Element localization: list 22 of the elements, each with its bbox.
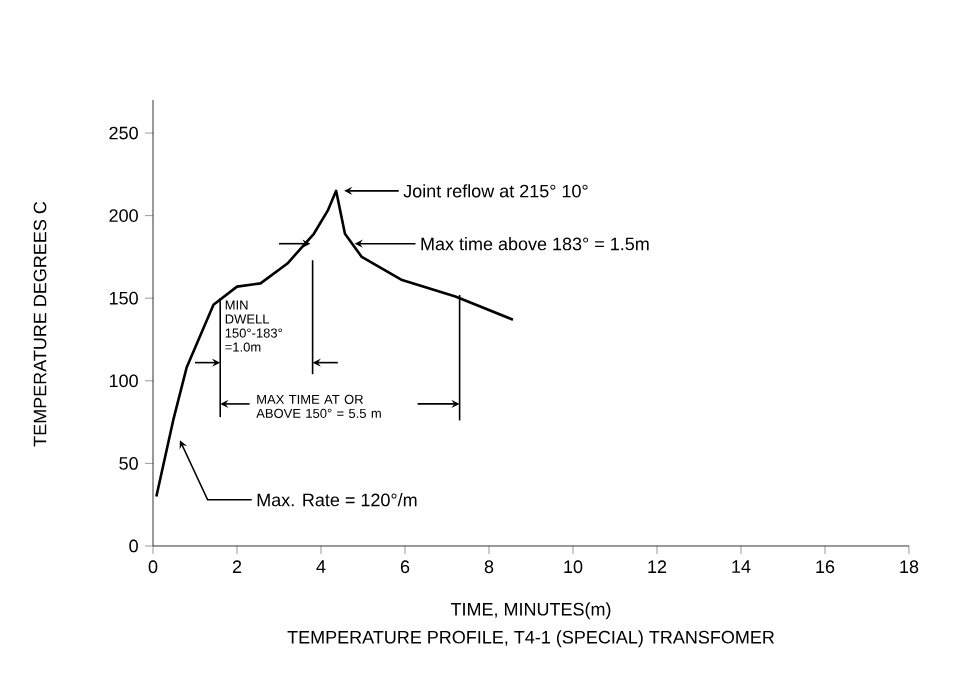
x-axis-title: TIME, MINUTES(m) bbox=[450, 602, 611, 620]
text: TEMPERATURE PROFILE, T4-1 (SPECIAL) TRANSFOMER bbox=[287, 630, 775, 648]
y-tick-label: 0 bbox=[129, 539, 138, 553]
annotation: Max. Rate = 120°/m bbox=[257, 493, 417, 507]
y-tick-label: 200 bbox=[109, 209, 138, 222]
y-tick-label: 100 bbox=[109, 374, 138, 388]
x-tick-label: 6 bbox=[400, 560, 410, 574]
x-tick-label: 0 bbox=[148, 560, 158, 574]
x-tick-label: 10 bbox=[564, 560, 583, 574]
x-tick-label: 16 bbox=[816, 560, 835, 574]
annotation: Joint reflow at 215° 10° bbox=[403, 184, 588, 198]
x-tick-label: 18 bbox=[900, 560, 919, 574]
y-tick-label: 250 bbox=[109, 126, 138, 140]
y-tick-label: 50 bbox=[119, 457, 138, 470]
x-tick-label: 2 bbox=[232, 560, 242, 573]
x-tick-label: 8 bbox=[484, 560, 494, 574]
x-tick-label: 4 bbox=[316, 560, 326, 573]
y-axis-title: TEMPERATURE DEGREES C bbox=[33, 201, 47, 447]
y-tick-label: 150 bbox=[109, 291, 138, 305]
x-tick-label: 12 bbox=[648, 560, 667, 573]
x-tick-label: 14 bbox=[732, 560, 751, 573]
annotation: Max time above 183° = 1.5m bbox=[421, 237, 649, 251]
